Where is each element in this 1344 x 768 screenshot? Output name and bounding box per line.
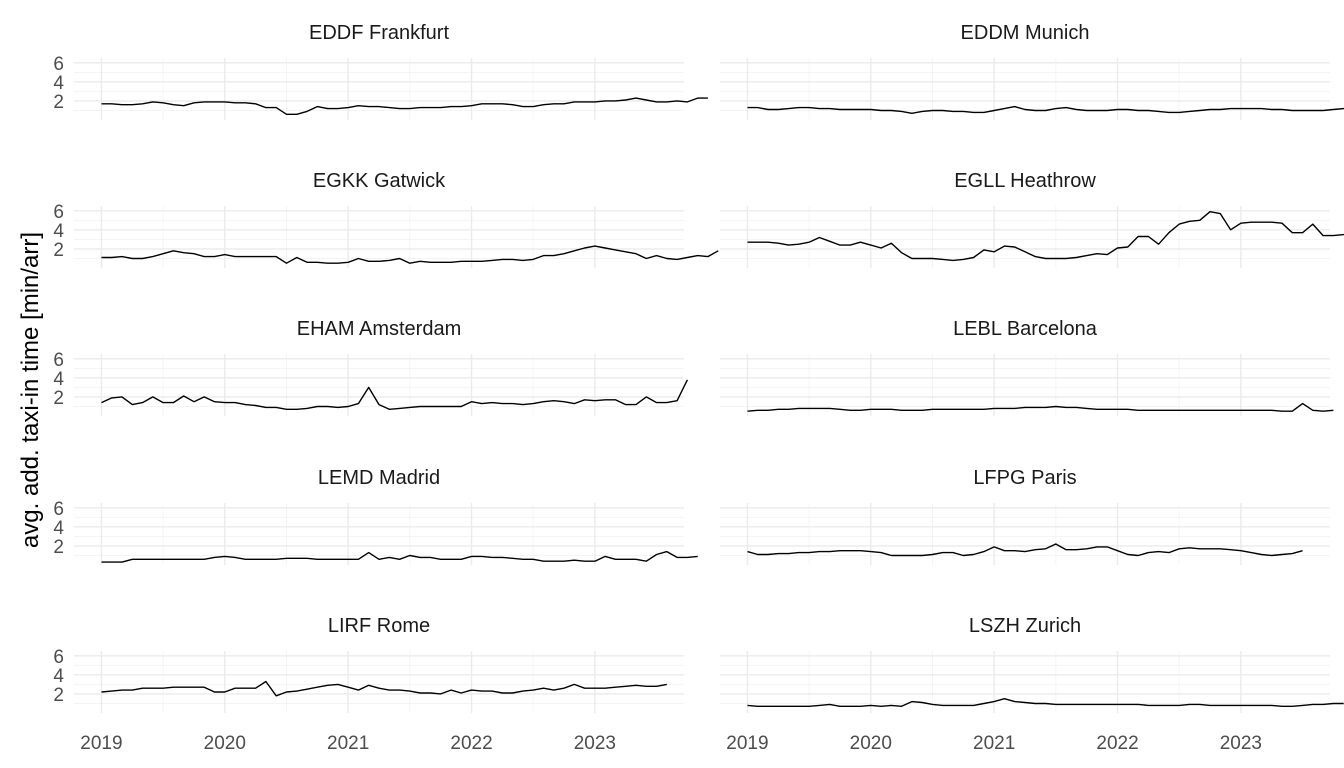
y-tick-label: 4 bbox=[53, 221, 64, 242]
panel-title: LIRF Rome bbox=[328, 615, 430, 637]
panel-eddf-frankfurt: EDDF Frankfurt 246 bbox=[53, 22, 708, 120]
panel-title: LSZH Zurich bbox=[969, 615, 1081, 637]
series-line bbox=[747, 402, 1334, 412]
y-tick-label: 2 bbox=[53, 240, 64, 261]
x-tick-label: 2022 bbox=[450, 733, 492, 754]
y-tick-label: 2 bbox=[53, 537, 64, 558]
x-tick-label: 2021 bbox=[973, 733, 1015, 754]
y-axis-title: avg. add. taxi-in time [min/arr] bbox=[17, 232, 44, 548]
panel-title: LEMD Madrid bbox=[318, 467, 440, 489]
series-line bbox=[101, 379, 689, 410]
y-tick-label: 2 bbox=[53, 92, 64, 113]
x-tick-label: 2020 bbox=[204, 733, 246, 754]
x-tick-label: 2020 bbox=[850, 733, 892, 754]
panel-title: EGKK Gatwick bbox=[313, 170, 446, 192]
y-tick-label: 6 bbox=[53, 647, 64, 668]
panel-eham-amsterdam: EHAM Amsterdam 246 bbox=[53, 318, 689, 416]
y-tick-label: 4 bbox=[53, 666, 64, 687]
y-tick-label: 6 bbox=[53, 202, 64, 223]
series-line bbox=[101, 245, 719, 264]
x-tick-label: 2023 bbox=[1220, 733, 1262, 754]
panel-egkk-gatwick: EGKK Gatwick 246 bbox=[53, 170, 719, 268]
series-line bbox=[101, 550, 698, 563]
y-tick-label: 4 bbox=[53, 73, 64, 94]
panel-lemd-madrid: LEMD Madrid 246 bbox=[53, 467, 698, 565]
y-tick-label: 2 bbox=[53, 388, 64, 409]
panel-title: LEBL Barcelona bbox=[953, 318, 1098, 340]
panel-title: LFPG Paris bbox=[973, 467, 1076, 489]
y-tick-label: 4 bbox=[53, 518, 64, 539]
panel-title: EDDF Frankfurt bbox=[309, 22, 449, 44]
y-tick-label: 6 bbox=[53, 54, 64, 75]
series-line bbox=[747, 210, 1344, 262]
x-axis-tick-labels: 2019 2020 2021 2022 2023 2019 2020 2021 2022 2023 bbox=[80, 733, 1262, 754]
panel-title: EGLL Heathrow bbox=[954, 170, 1096, 192]
panel-lszh-zurich: LSZH Zurich bbox=[720, 615, 1344, 713]
y-tick-label: 2 bbox=[53, 685, 64, 706]
panel-egll-heathrow: EGLL Heathrow bbox=[720, 170, 1344, 268]
x-tick-label: 2021 bbox=[327, 733, 369, 754]
panel-lebl-barcelona: LEBL Barcelona bbox=[720, 318, 1334, 416]
x-tick-label: 2022 bbox=[1096, 733, 1138, 754]
series-line bbox=[101, 680, 667, 697]
series-line bbox=[101, 97, 708, 116]
panel-title: EDDM Munich bbox=[961, 22, 1090, 44]
panel-lirf-rome: LIRF Rome 246 bbox=[53, 615, 684, 713]
x-tick-label: 2023 bbox=[574, 733, 616, 754]
panel-title: EHAM Amsterdam bbox=[297, 318, 461, 340]
x-tick-label: 2019 bbox=[80, 733, 122, 754]
y-tick-label: 6 bbox=[53, 350, 64, 371]
y-tick-label: 4 bbox=[53, 369, 64, 390]
series-line bbox=[747, 698, 1344, 707]
x-tick-label: 2019 bbox=[726, 733, 768, 754]
y-tick-label: 6 bbox=[53, 499, 64, 520]
series-line bbox=[747, 105, 1344, 115]
series-line bbox=[747, 543, 1303, 557]
panel-lfpg-paris: LFPG Paris bbox=[720, 467, 1330, 565]
panel-eddm-munich: EDDM Munich bbox=[720, 22, 1344, 120]
